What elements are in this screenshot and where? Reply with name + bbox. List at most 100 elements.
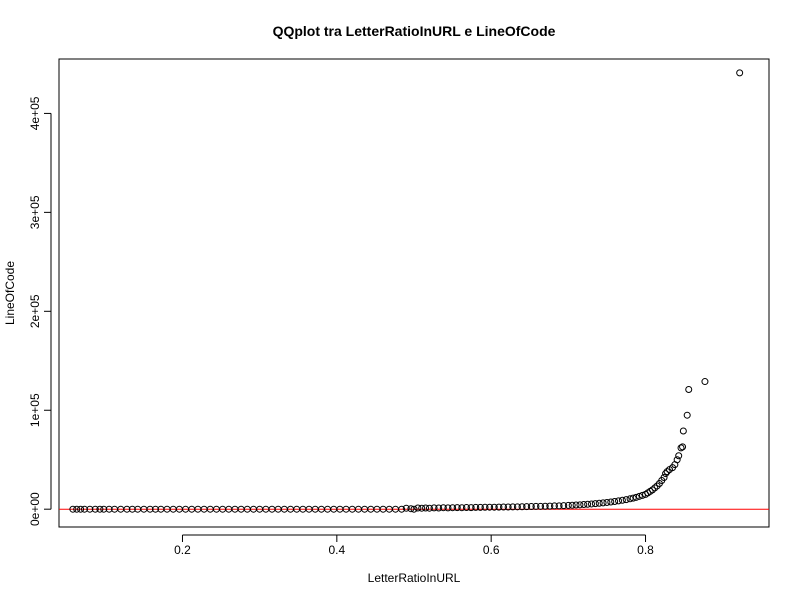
data-point [677,444,685,452]
data-point [736,69,744,77]
data-point [675,452,683,460]
data-point [504,503,512,511]
data-point [105,505,113,513]
x-tick-label: 0.4 [328,543,345,557]
data-point [550,502,558,510]
data-point [462,504,470,512]
data-point [458,504,466,512]
data-point [86,505,94,513]
data-point [576,501,584,509]
data-point [564,501,572,509]
data-point [73,505,81,513]
data-point [430,504,438,512]
data-point [453,504,461,512]
data-point [607,498,615,506]
data-point [663,468,671,476]
chart-title: QQplot tra LetterRatioInURL e LineOfCode [273,23,556,39]
data-point [584,500,592,508]
data-point [595,499,603,507]
data-point [626,495,634,503]
data-point [422,504,430,512]
data-point [673,456,681,464]
data-point [532,502,540,510]
y-tick-label: 3e+05 [28,195,42,229]
data-point [490,503,498,511]
data-point [541,502,549,510]
data-point [449,504,457,512]
data-point [425,504,433,512]
data-point [622,496,630,504]
y-tick-label: 4e+05 [28,96,42,130]
data-point [410,505,418,513]
data-point [555,502,563,510]
data-point [100,505,108,513]
y-tick-label: 2e+05 [28,294,42,328]
data-point [588,500,595,508]
data-point [572,501,580,509]
data-point [69,505,77,513]
x-tick-label: 0.8 [637,543,654,557]
data-point [629,494,637,502]
data-point [146,505,154,513]
data-point [435,504,443,512]
data-point [467,504,475,512]
x-tick-label: 0.6 [483,543,500,557]
data-point [591,500,599,508]
data-point [580,501,588,509]
data-point [518,503,526,511]
data-point [513,503,521,511]
data-point [546,502,554,510]
data-point [635,492,643,500]
data-point [632,493,640,501]
data-point [683,411,691,419]
data-point [599,499,607,507]
data-point [472,503,480,511]
data-point [495,503,503,511]
data-point [660,474,668,482]
data-point [523,503,531,511]
data-point [560,502,568,510]
data-point [402,504,410,512]
data-point [685,385,693,393]
plot-frame [58,58,770,528]
data-point [418,504,426,512]
data-point [679,443,687,451]
data-point [444,504,452,512]
data-point [123,505,131,513]
data-point [439,504,447,512]
data-point [414,504,422,512]
data-point [679,427,687,435]
data-point [615,497,623,505]
data-point [151,505,159,513]
data-points [69,69,744,513]
y-tick-label: 1e+05 [28,393,42,427]
data-point [648,486,656,494]
data-point [486,503,494,511]
data-point [128,505,136,513]
data-point [537,502,545,510]
data-point [77,505,85,513]
data-point [80,505,88,513]
data-point [568,501,576,509]
data-point [662,470,670,478]
y-axis-label: LineOfCode [3,261,17,325]
data-point [603,498,611,506]
data-point [96,505,104,513]
x-axis: 0.2 0.4 0.6 0.8 [174,534,654,557]
data-point [651,484,659,492]
data-point [91,505,99,513]
data-point [611,497,619,505]
data-point [398,505,406,513]
y-axis: 0e+00 1e+05 2e+05 3e+05 4e+05 [28,96,52,526]
x-axis-label: LetterRatioInURL [368,571,461,585]
x-tick-label: 0.2 [174,543,191,557]
data-point [481,503,489,511]
data-point [701,378,709,386]
data-point [509,503,517,511]
data-point [618,496,626,504]
y-tick-label: 0e+00 [28,492,42,526]
data-point [527,503,535,511]
data-point [407,505,415,513]
